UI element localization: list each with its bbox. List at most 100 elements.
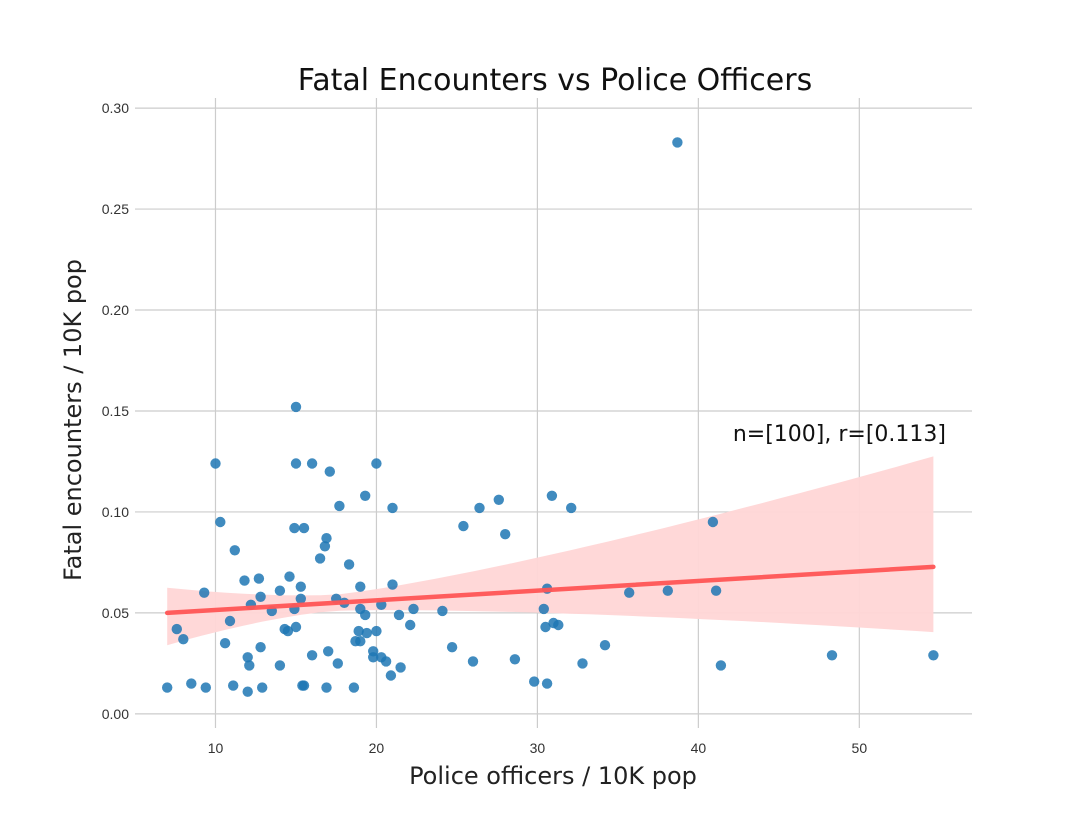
data-point (229, 545, 240, 556)
data-point (662, 585, 673, 596)
data-point (493, 494, 504, 505)
data-point (219, 638, 231, 649)
data-point (306, 650, 318, 661)
data-point (255, 591, 266, 602)
data-point (405, 619, 416, 631)
data-point (295, 581, 306, 592)
data-point (371, 625, 382, 637)
data-point (242, 652, 253, 663)
x-tick-label: 30 (530, 740, 546, 756)
y-tick-label: 0.20 (102, 302, 129, 318)
x-axis-label: Police officers / 10K pop (409, 762, 697, 790)
regression-line-layer (164, 564, 936, 616)
x-tick-label: 40 (691, 740, 707, 756)
data-point (380, 656, 392, 667)
confidence-band-layer (167, 456, 934, 646)
data-point (295, 593, 306, 604)
data-point (290, 458, 302, 469)
data-point (368, 652, 379, 663)
data-point (546, 490, 558, 501)
data-point (715, 660, 727, 671)
data-point (458, 520, 469, 532)
data-point (255, 642, 266, 653)
data-point (289, 522, 300, 534)
data-point (385, 670, 397, 681)
y-tick-label: 0.00 (102, 706, 129, 722)
data-point (298, 680, 310, 691)
x-tick-label: 50 (852, 740, 868, 756)
data-point (284, 571, 295, 582)
data-point (242, 686, 253, 697)
data-point (253, 573, 265, 584)
data-point (624, 587, 635, 598)
y-axis-label: Fatal encounters / 10K pop (59, 259, 87, 581)
y-tick-label: 0.25 (102, 201, 129, 217)
stats-annotation: n=[100], r=[0.113] (733, 422, 946, 447)
y-tick-label: 0.05 (102, 605, 129, 621)
data-point (538, 603, 549, 615)
data-point (178, 634, 189, 645)
data-point (239, 575, 250, 586)
data-point (540, 621, 551, 633)
data-point (599, 640, 611, 651)
chart-title: Fatal Encounters vs Police Officers (298, 63, 812, 98)
data-point (826, 650, 838, 661)
data-point (387, 502, 398, 514)
data-point (274, 660, 286, 671)
y-tick-label: 0.10 (102, 504, 129, 520)
data-point (529, 676, 540, 687)
y-tick-label: 0.30 (102, 100, 129, 116)
data-point (171, 623, 182, 635)
data-point (321, 682, 332, 693)
data-point (321, 533, 332, 544)
data-point (210, 458, 221, 469)
data-point (244, 660, 255, 671)
data-point (353, 625, 364, 637)
data-point (446, 642, 458, 653)
data-point (343, 559, 355, 570)
data-point (162, 682, 173, 693)
data-point (541, 678, 553, 689)
data-point (290, 621, 302, 633)
data-point (290, 401, 302, 413)
data-point (928, 650, 939, 661)
data-point (474, 502, 485, 514)
data-point (199, 587, 210, 598)
regression-line (164, 564, 936, 616)
data-point (393, 609, 405, 621)
data-point (215, 516, 226, 528)
data-point (672, 137, 683, 148)
data-point (707, 516, 719, 528)
data-point (566, 502, 577, 514)
data-point (360, 490, 371, 501)
data-point (509, 654, 521, 665)
tick-labels: 0.00 0.05 0.10 0.15 0.20 0.25 0.30 10 20 30 40 50 (102, 100, 868, 756)
data-point (360, 609, 371, 621)
data-point (387, 579, 398, 590)
data-point (553, 619, 564, 631)
data-point (395, 662, 406, 673)
data-point (282, 625, 294, 637)
grid (135, 98, 972, 728)
data-point (224, 615, 236, 627)
data-point (361, 627, 372, 639)
data-point (306, 458, 318, 469)
data-point (228, 680, 239, 691)
confidence-band (167, 456, 934, 646)
data-point (200, 682, 211, 693)
data-point (371, 458, 382, 469)
data-point (314, 553, 326, 564)
x-tick-label: 20 (369, 740, 385, 756)
data-point (408, 603, 419, 615)
data-point (319, 541, 331, 552)
data-point (500, 529, 511, 540)
data-point (355, 636, 366, 647)
data-point (334, 500, 345, 512)
data-point (332, 658, 343, 669)
data-point (467, 656, 479, 667)
data-point (348, 682, 360, 693)
data-point (323, 646, 334, 657)
data-point (355, 581, 366, 592)
